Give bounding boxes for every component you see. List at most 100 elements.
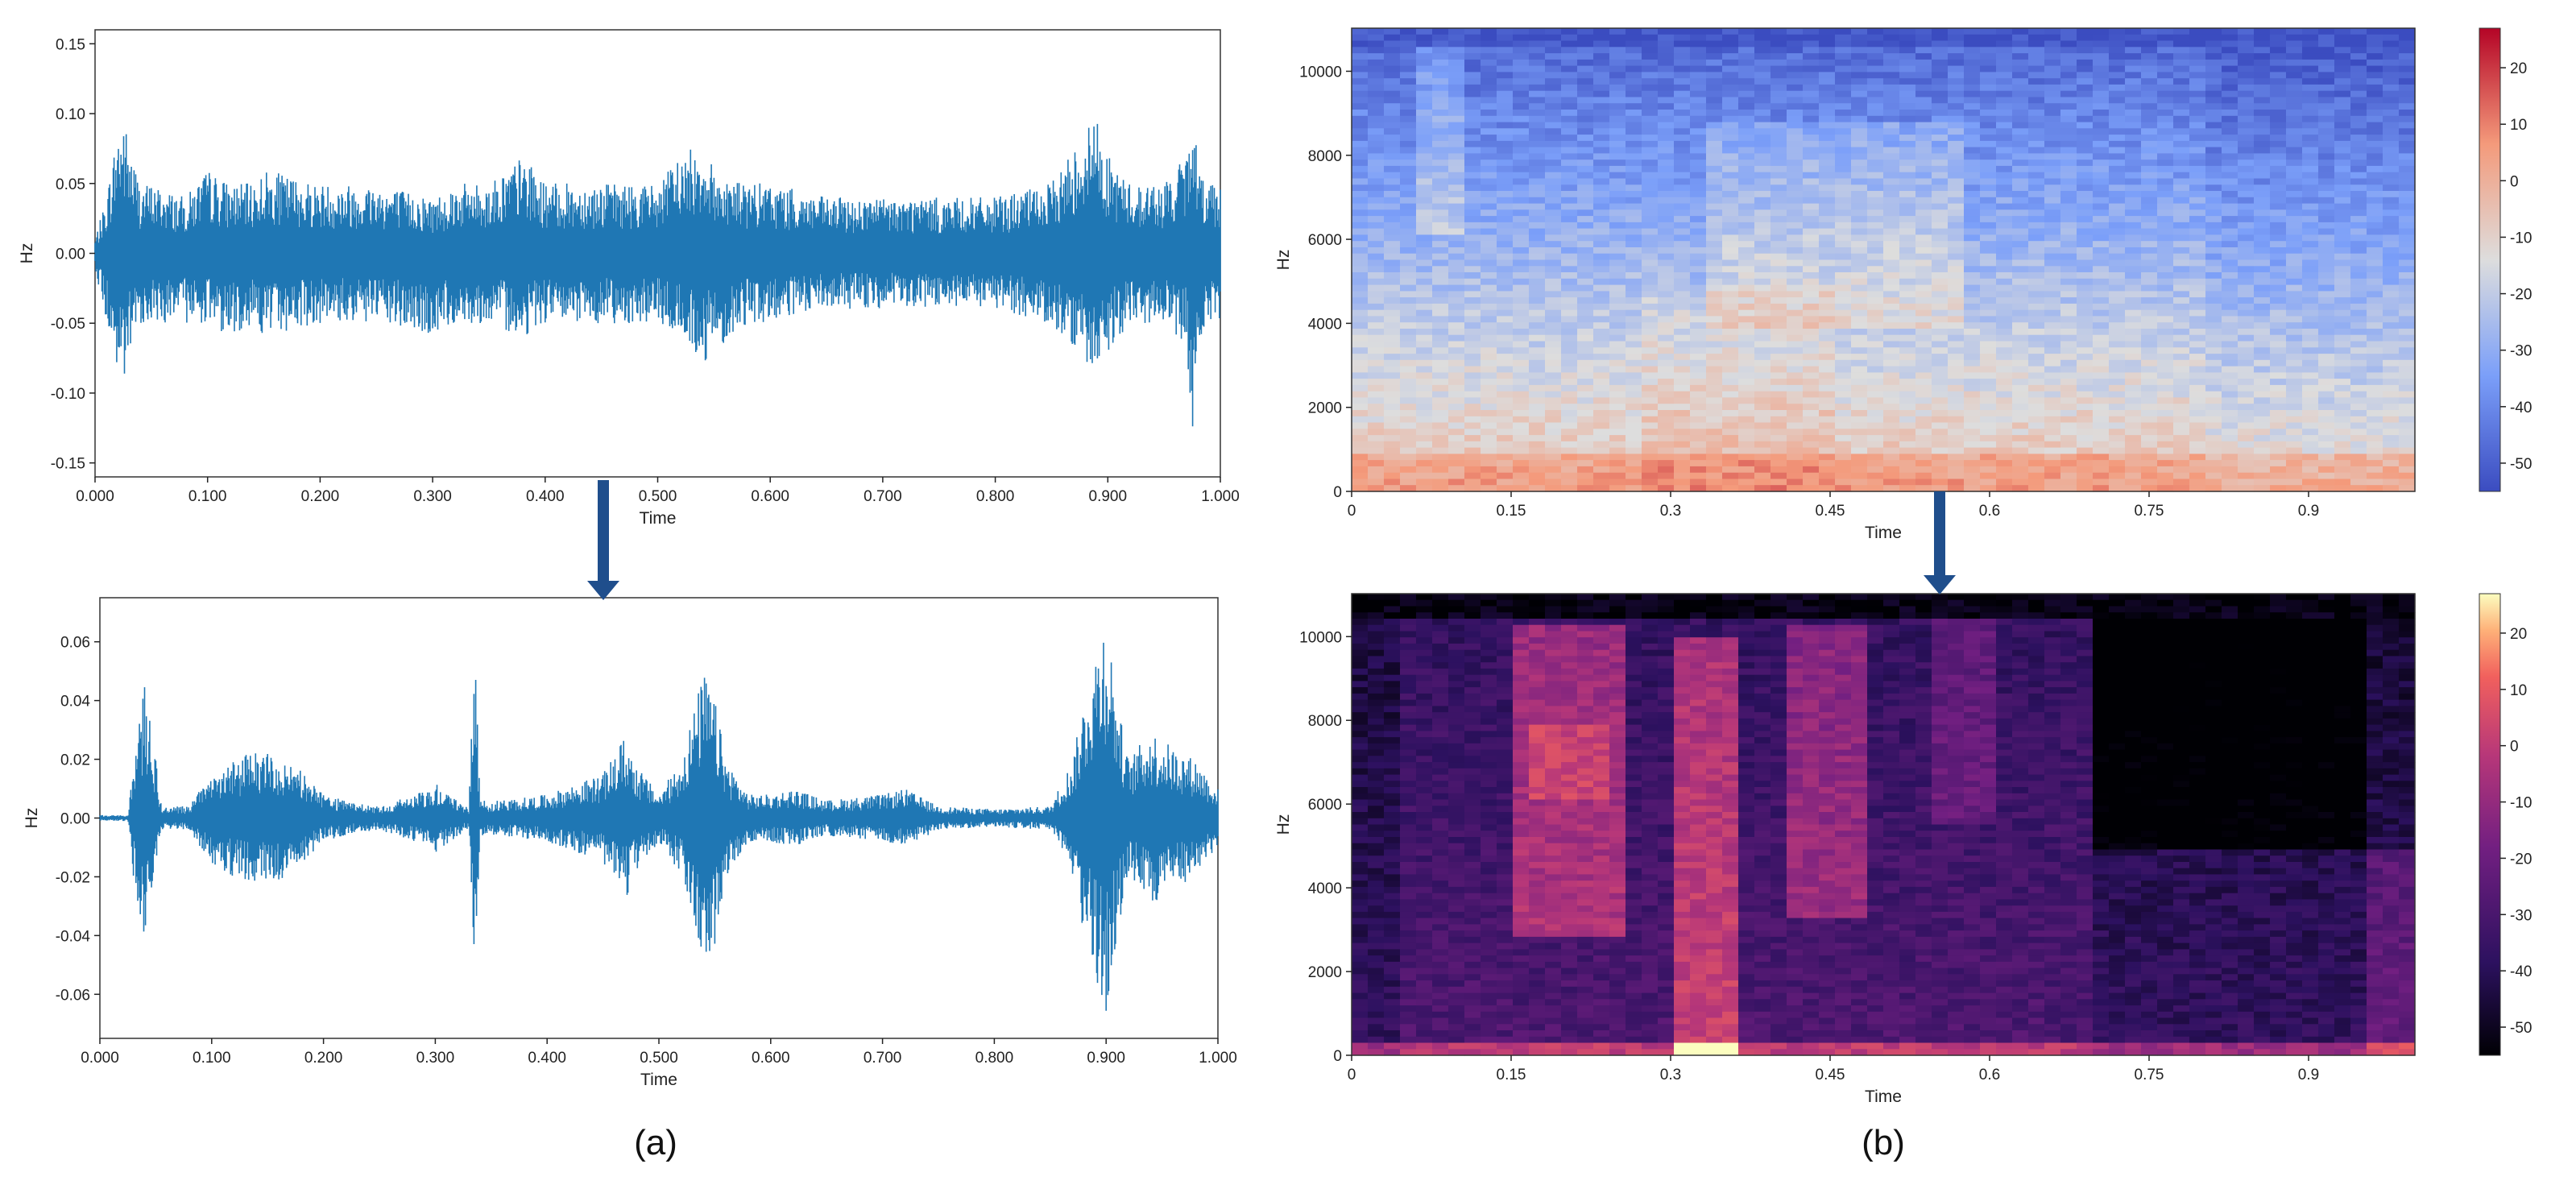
spectrogram-cell bbox=[1915, 404, 1932, 411]
spectrogram-cell bbox=[1609, 222, 1626, 230]
spectrogram-cell bbox=[2222, 197, 2238, 205]
spectrogram-cell bbox=[1400, 47, 1417, 54]
spectrogram-cell bbox=[1803, 90, 1820, 98]
spectrogram-cell bbox=[2302, 47, 2319, 54]
spectrogram-cell bbox=[2012, 316, 2029, 323]
spectrogram-cell bbox=[2125, 322, 2142, 329]
spectrogram-cell bbox=[1400, 241, 1417, 248]
spectrogram-cell bbox=[1481, 259, 1497, 267]
spectrogram-cell bbox=[1964, 347, 1981, 354]
spectrogram-cell bbox=[1577, 303, 1594, 311]
spectrogram-cell bbox=[1609, 53, 1626, 60]
spectrogram-cell bbox=[1899, 103, 1916, 110]
spectrogram-cell bbox=[1384, 234, 1401, 242]
spectrogram-cell bbox=[1770, 147, 1787, 154]
spectrogram-cell bbox=[1867, 234, 1884, 242]
spectrogram-cell bbox=[2125, 347, 2142, 354]
spectrogram-cell bbox=[1448, 329, 1465, 336]
spectrogram-cell bbox=[1464, 53, 1481, 60]
spectrogram-cell bbox=[1513, 435, 1530, 442]
spectrogram-cell bbox=[1932, 103, 1949, 110]
spectrogram-cell bbox=[2060, 153, 2077, 160]
spectrogram-cell bbox=[1529, 65, 1546, 72]
spectrogram-cell bbox=[2157, 334, 2174, 342]
spectrogram-cell bbox=[2367, 165, 2383, 173]
spectrogram-cell bbox=[1577, 316, 1594, 323]
spectrogram-cell bbox=[1384, 72, 1401, 79]
spectrogram-cell bbox=[1529, 203, 1546, 210]
spectrogram-cell bbox=[1545, 115, 1562, 123]
spectrogram-cell bbox=[1513, 384, 1530, 392]
spectrogram-cell bbox=[1642, 435, 1659, 442]
spectrogram-cell bbox=[1416, 203, 1433, 210]
spectrogram-cell bbox=[1416, 53, 1433, 60]
spectrogram-cell bbox=[1819, 384, 1836, 392]
spectrogram-cell bbox=[1513, 65, 1530, 72]
spectrogram-cell bbox=[1464, 228, 1481, 235]
spectrogram-cell bbox=[2367, 222, 2383, 230]
spectrogram-cell bbox=[2173, 234, 2190, 242]
spectrogram-cell bbox=[2077, 197, 2094, 205]
spectrogram-cell bbox=[2157, 454, 2174, 461]
spectrogram-cell bbox=[1400, 284, 1417, 292]
spectrogram-cell bbox=[1706, 234, 1723, 242]
spectrogram-cell bbox=[1368, 59, 1385, 67]
spectrogram-cell bbox=[2157, 216, 2174, 223]
spectrogram-cell bbox=[1658, 460, 1675, 467]
spectrogram-cell bbox=[2093, 416, 2110, 424]
spectrogram-cell bbox=[1803, 460, 1820, 467]
spectrogram-cell bbox=[2093, 329, 2110, 336]
spectrogram-cell bbox=[1787, 203, 1804, 210]
spectrogram-cell bbox=[2173, 372, 2190, 379]
spectrogram-cell bbox=[2254, 372, 2271, 379]
spectrogram-cell bbox=[2238, 303, 2255, 311]
spectrogram-cell bbox=[1368, 203, 1385, 210]
spectrogram-cell bbox=[2077, 59, 2094, 67]
spectrogram-cell bbox=[1497, 303, 1514, 311]
spectrogram-cell bbox=[1706, 272, 1723, 280]
spectrogram-cell bbox=[1932, 53, 1949, 60]
spectrogram-cell bbox=[1448, 115, 1465, 123]
spectrogram-cell bbox=[1754, 266, 1771, 273]
spectrogram-cell bbox=[2012, 354, 2029, 361]
spectrogram-cell bbox=[1497, 291, 1514, 298]
spectrogram-cell bbox=[1416, 441, 1433, 449]
spectrogram-cell bbox=[1545, 472, 1562, 480]
spectrogram-cell bbox=[2286, 435, 2303, 442]
spectrogram-cell bbox=[2141, 247, 2158, 255]
spectrogram-cell bbox=[1996, 284, 2013, 292]
spectrogram-cell bbox=[1738, 478, 1755, 486]
spectrogram-cell bbox=[1577, 404, 1594, 411]
spectrogram-cell bbox=[2399, 447, 2416, 454]
spectrogram-cell bbox=[2222, 379, 2238, 386]
spectrogram-cell bbox=[1400, 184, 1417, 192]
spectrogram-cell bbox=[1658, 222, 1675, 230]
spectrogram-cell bbox=[2318, 253, 2335, 261]
spectrogram-cell bbox=[1609, 122, 1626, 129]
spectrogram-cell bbox=[1626, 165, 1642, 173]
spectrogram-cell bbox=[1787, 128, 1804, 135]
spectrogram-cell bbox=[1980, 266, 1997, 273]
spectrogram-cell bbox=[2318, 297, 2335, 304]
spectrogram-cell bbox=[2383, 122, 2400, 129]
spectrogram-cell bbox=[2383, 460, 2400, 467]
spectrogram-cell bbox=[1754, 241, 1771, 248]
spectrogram-cell bbox=[1384, 341, 1401, 348]
spectrogram-cell bbox=[1432, 435, 1449, 442]
spectrogram-cell bbox=[2093, 410, 2110, 417]
spectrogram-cell bbox=[1803, 122, 1820, 129]
spectrogram-cell bbox=[1497, 28, 1514, 35]
spectrogram-cell bbox=[1513, 359, 1530, 367]
spectrogram-cell bbox=[1561, 191, 1578, 198]
spectrogram-cell bbox=[1384, 397, 1401, 404]
spectrogram-cell bbox=[2302, 379, 2319, 386]
spectrogram-cell bbox=[1674, 47, 1691, 54]
spectrogram-cell bbox=[1658, 203, 1675, 210]
spectrogram-cell bbox=[1561, 485, 1578, 492]
spectrogram-cell bbox=[1867, 435, 1884, 442]
spectrogram-cell bbox=[1770, 460, 1787, 467]
spectrogram-cell bbox=[2318, 472, 2335, 480]
spectrogram-cell bbox=[2028, 278, 2045, 286]
spectrogram-cell bbox=[2222, 241, 2238, 248]
spectrogram-cell bbox=[2125, 153, 2142, 160]
